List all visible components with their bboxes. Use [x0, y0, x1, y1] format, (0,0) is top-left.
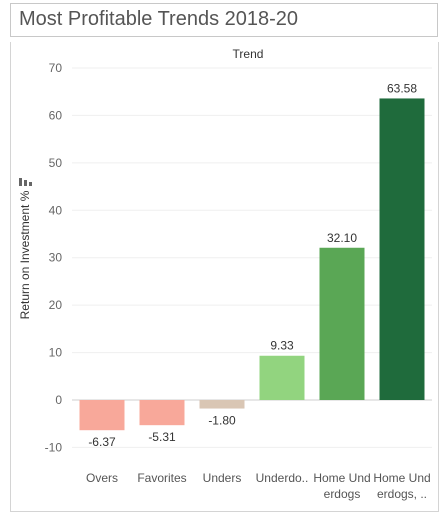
- y-axis-label: Return on Investment %: [18, 190, 32, 319]
- bar[interactable]: [319, 247, 365, 400]
- category-label[interactable]: Unders: [203, 471, 242, 485]
- y-axis-ticks: -10 0 10 20 30 40 50 60 70: [45, 61, 63, 454]
- bar[interactable]: [139, 400, 185, 426]
- category-label[interactable]: Underdo..: [256, 471, 309, 485]
- y-tick-label: 50: [49, 156, 63, 170]
- y-tick-label: 70: [49, 61, 63, 75]
- data-label: 9.33: [270, 339, 294, 353]
- category-labels: Overs Favorites Unders Underdo.. Home Und erd…: [86, 471, 431, 501]
- data-label: 63.58: [387, 81, 417, 95]
- sort-icon[interactable]: [19, 178, 32, 186]
- category-label[interactable]: Overs: [86, 471, 118, 485]
- data-labels: -6.37 -5.31 -1.80 9.33 32.10 63.58: [88, 81, 417, 449]
- bar[interactable]: [379, 98, 425, 400]
- category-label[interactable]: Home Und: [373, 471, 430, 485]
- title-box: Most Profitable Trends 2018-20: [10, 3, 438, 37]
- y-tick-label: 0: [55, 393, 62, 407]
- y-tick-label: 40: [49, 203, 63, 217]
- y-tick-label: -10: [45, 440, 63, 454]
- y-tick-label: 20: [49, 298, 63, 312]
- category-label-line2[interactable]: erdogs, ..: [377, 487, 427, 501]
- chart-title: Most Profitable Trends 2018-20: [19, 8, 299, 30]
- y-tick-label: 60: [49, 108, 63, 122]
- gridlines: [72, 67, 432, 448]
- category-label[interactable]: Home Und: [313, 471, 370, 485]
- y-tick-label: 30: [49, 251, 63, 265]
- data-label: -5.31: [148, 430, 176, 444]
- bars: [79, 98, 425, 431]
- category-label-line2[interactable]: erdogs: [324, 487, 361, 501]
- data-label: 32.10: [327, 231, 357, 245]
- bar[interactable]: [79, 400, 125, 431]
- data-label: -1.80: [208, 414, 236, 428]
- column-header: Trend: [233, 47, 264, 61]
- category-label[interactable]: Favorites: [137, 471, 186, 485]
- bar[interactable]: [259, 355, 305, 400]
- y-tick-label: 10: [49, 346, 63, 360]
- chart-area: [10, 42, 439, 512]
- bar[interactable]: [199, 400, 245, 409]
- data-label: -6.37: [88, 435, 116, 449]
